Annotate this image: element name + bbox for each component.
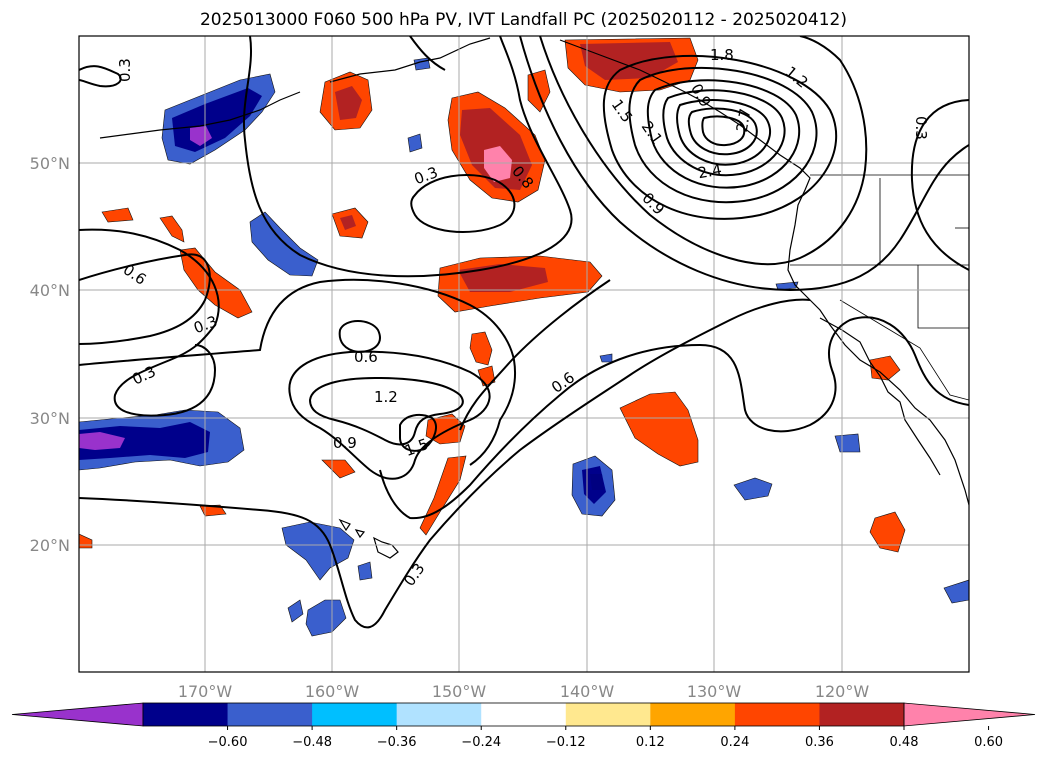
lon-label: 150°W [432, 682, 487, 701]
colorbar-tick-label: −0.48 [292, 735, 332, 750]
contour-label: 0.6 [354, 348, 378, 366]
lon-label: 160°W [305, 682, 360, 701]
colorbar-segment [227, 703, 313, 726]
longitude-axis-labels: 170°W 160°W 150°W 140°W 130°W 120°W [178, 682, 870, 701]
contour-label: 0.3 [116, 58, 134, 82]
contour-label: 2.4 [696, 160, 723, 182]
colorbar-segment [312, 703, 398, 726]
colorbar-segment [734, 703, 820, 726]
colorbar-extend-high [903, 702, 1036, 727]
ivt-contours [79, 36, 969, 629]
political-borders [790, 174, 969, 401]
lat-label: 30°N [30, 409, 70, 428]
contour-label: 0.9 [333, 434, 357, 452]
lon-label: 140°W [560, 682, 615, 701]
colorbar-tick-label: 0.48 [890, 735, 919, 750]
contour-label: 1.2 [374, 388, 398, 406]
colorbar: −0.60 −0.48 −0.36 −0.24 −0.12 0.12 0.24 0.36 0.4… [11, 702, 1036, 750]
colorbar-tick-label: 0.36 [805, 735, 834, 750]
lon-label: 130°W [687, 682, 742, 701]
colorbar-segment [565, 703, 651, 726]
colorbar-segment [396, 703, 482, 726]
contour-label: 2.7 [733, 107, 755, 134]
colorbar-tick-label: −0.60 [208, 735, 248, 750]
lat-label: 50°N [30, 154, 70, 173]
colorbar-tick-label: −0.12 [546, 735, 586, 750]
colorbar-segment [481, 703, 567, 726]
lat-label: 20°N [30, 536, 70, 555]
lon-label: 120°W [815, 682, 870, 701]
colorbar-tick-label: −0.24 [461, 735, 501, 750]
colorbar-segment [650, 703, 736, 726]
negative-pv-shading [79, 57, 969, 637]
colorbar-tick-label: 0.60 [974, 735, 1003, 750]
map-title: 2025013000 F060 500 hPa PV, IVT Landfall… [199, 10, 847, 30]
colorbar-segment [143, 703, 229, 726]
colorbar-tick-label: 0.12 [636, 735, 665, 750]
contour-label: 1.8 [710, 46, 734, 64]
colorbar-tick-label: −0.36 [377, 735, 417, 750]
colorbar-extend-low [11, 702, 144, 727]
lon-label: 170°W [178, 682, 233, 701]
colorbar-frame [142, 702, 905, 727]
colorbar-segment [819, 703, 905, 726]
positive-pv-shading [79, 37, 906, 553]
colorbar-tick-label: 0.24 [720, 735, 749, 750]
lat-label: 40°N [30, 281, 70, 300]
latitude-axis-labels: 50°N 40°N 30°N 20°N [30, 154, 70, 555]
contour-label: 0.3 [912, 116, 930, 140]
plot-frame [78, 35, 970, 673]
